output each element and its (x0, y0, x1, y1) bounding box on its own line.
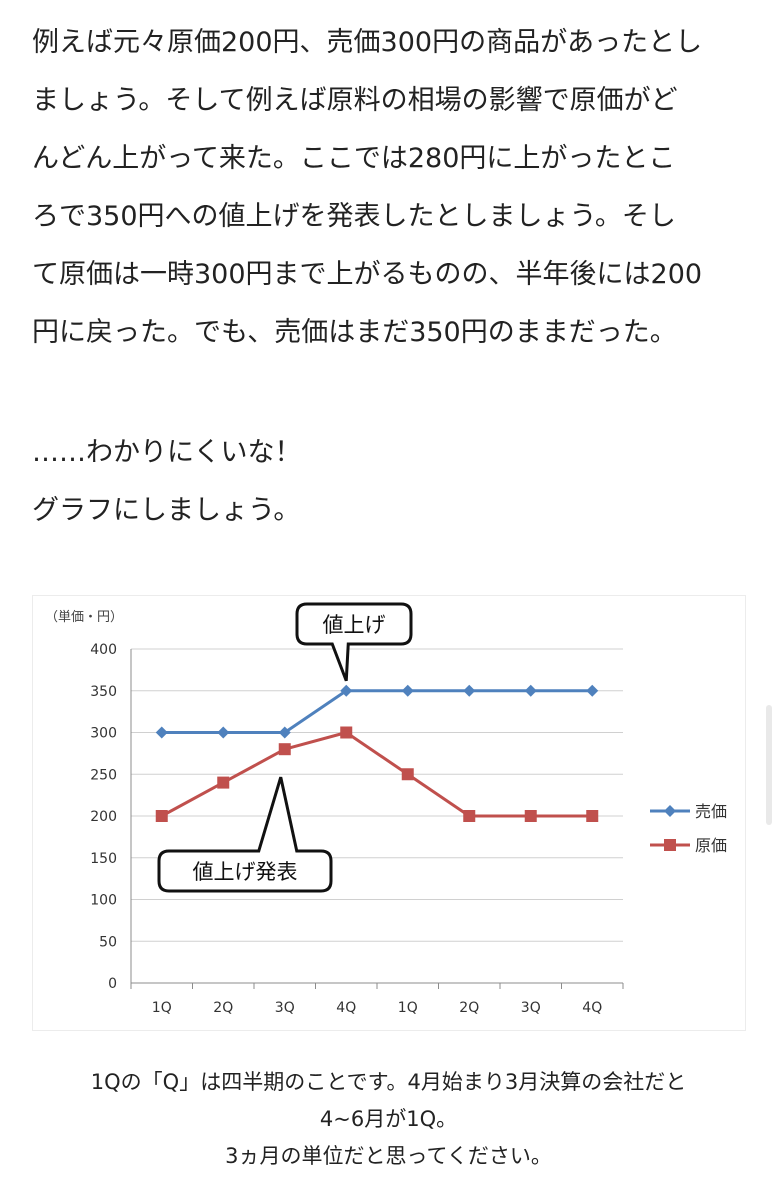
callout-text: 値上げ (323, 613, 386, 637)
y-tick-label: 0 (108, 976, 117, 992)
text-line: 例えば元々原価200円、売価300円の商品があったとし (32, 27, 703, 58)
legend-label: 原価 (695, 836, 727, 855)
x-tick-label: 1Q (152, 1000, 172, 1016)
legend-marker (664, 839, 676, 851)
caption-line: 3ヵ月の単位だと思ってください。 (225, 1144, 552, 1168)
text-line: ろで350円への値上げを発表したとしましょう。そし (32, 201, 676, 232)
text-line: ……わかりにくいな！ (32, 437, 302, 468)
data-point-marker (463, 684, 476, 697)
chart-caption: 1Qの「Q」は四半期のことです。4月始まり3月決算の会社だと 4~6月が1Q。 … (0, 1064, 777, 1175)
y-tick-label: 150 (90, 851, 117, 867)
y-tick-label: 400 (90, 642, 117, 658)
legend-label: 売価 (695, 802, 727, 821)
text-line: 円に戻った。でも、売価はまだ350円のままだった。 (32, 317, 677, 348)
data-point-marker (155, 810, 168, 822)
data-point-marker (278, 743, 291, 756)
transition-paragraph: ……わかりにくいな！ グラフにしましょう。 (32, 424, 752, 540)
price-line-chart: （単価・円） 0 50 100 150 200 250 300 350 400 1Q 2Q 3Q 4Q 1Q… (45, 602, 727, 1016)
y-tick-label: 350 (90, 684, 117, 700)
callout-box (295, 602, 413, 682)
text-line: て原価は一時300円まで上がるものの、半年後には200 (32, 259, 703, 290)
callout-text: 値上げ発表 (193, 860, 298, 884)
series-line-sell-price (161, 689, 593, 734)
data-point-marker (401, 768, 414, 781)
data-point-marker (524, 684, 537, 697)
x-tick-label: 3Q (521, 1000, 541, 1016)
x-tick-label: 3Q (275, 1000, 295, 1016)
callout-box (157, 776, 333, 893)
caption-line: 4~6月が1Q。 (319, 1107, 458, 1131)
text-line: んどん上がって来た。ここでは280円に上がったとこ (32, 143, 676, 174)
y-tick-label: 250 (90, 767, 117, 783)
intro-paragraph: 例えば元々原価200円、売価300円の商品があったとし ましょう。そして例えば原… (32, 14, 752, 362)
x-tick-label: 4Q (336, 1000, 356, 1016)
series-line-cost-price (161, 731, 593, 818)
data-point-marker (524, 810, 537, 822)
scroll-edge-indicator (766, 705, 772, 825)
data-point-marker (586, 810, 599, 822)
y-tick-label: 100 (90, 893, 117, 909)
data-point-marker (155, 726, 168, 739)
x-tick-label: 4Q (582, 1000, 602, 1016)
data-point-marker (217, 776, 230, 789)
x-tick-label: 2Q (459, 1000, 479, 1016)
y-tick-label: 300 (90, 726, 117, 742)
data-point-marker (278, 726, 291, 739)
x-tick-label: 1Q (398, 1000, 418, 1016)
chart-panel: （単価・円） 0 50 100 150 200 250 300 350 400 1Q 2Q 3Q 4Q 1Q… (32, 595, 746, 1031)
data-point-marker (340, 684, 353, 697)
text-line: グラフにしましょう。 (32, 495, 301, 526)
legend-marker (664, 805, 676, 817)
y-tick-label: 200 (90, 809, 117, 825)
data-point-marker (217, 726, 230, 739)
data-point-marker (340, 726, 353, 739)
x-tick-label: 2Q (213, 1000, 233, 1016)
text-line: ましょう。そして例えば原料の相場の影響で原価がど (32, 85, 678, 116)
data-point-marker (586, 684, 599, 697)
caption-line: 1Qの「Q」は四半期のことです。4月始まり3月決算の会社だと (90, 1070, 687, 1094)
data-point-marker (463, 810, 476, 822)
unit-label: （単価・円） (45, 609, 123, 625)
y-tick-label: 50 (99, 934, 117, 950)
data-point-marker (401, 684, 414, 697)
